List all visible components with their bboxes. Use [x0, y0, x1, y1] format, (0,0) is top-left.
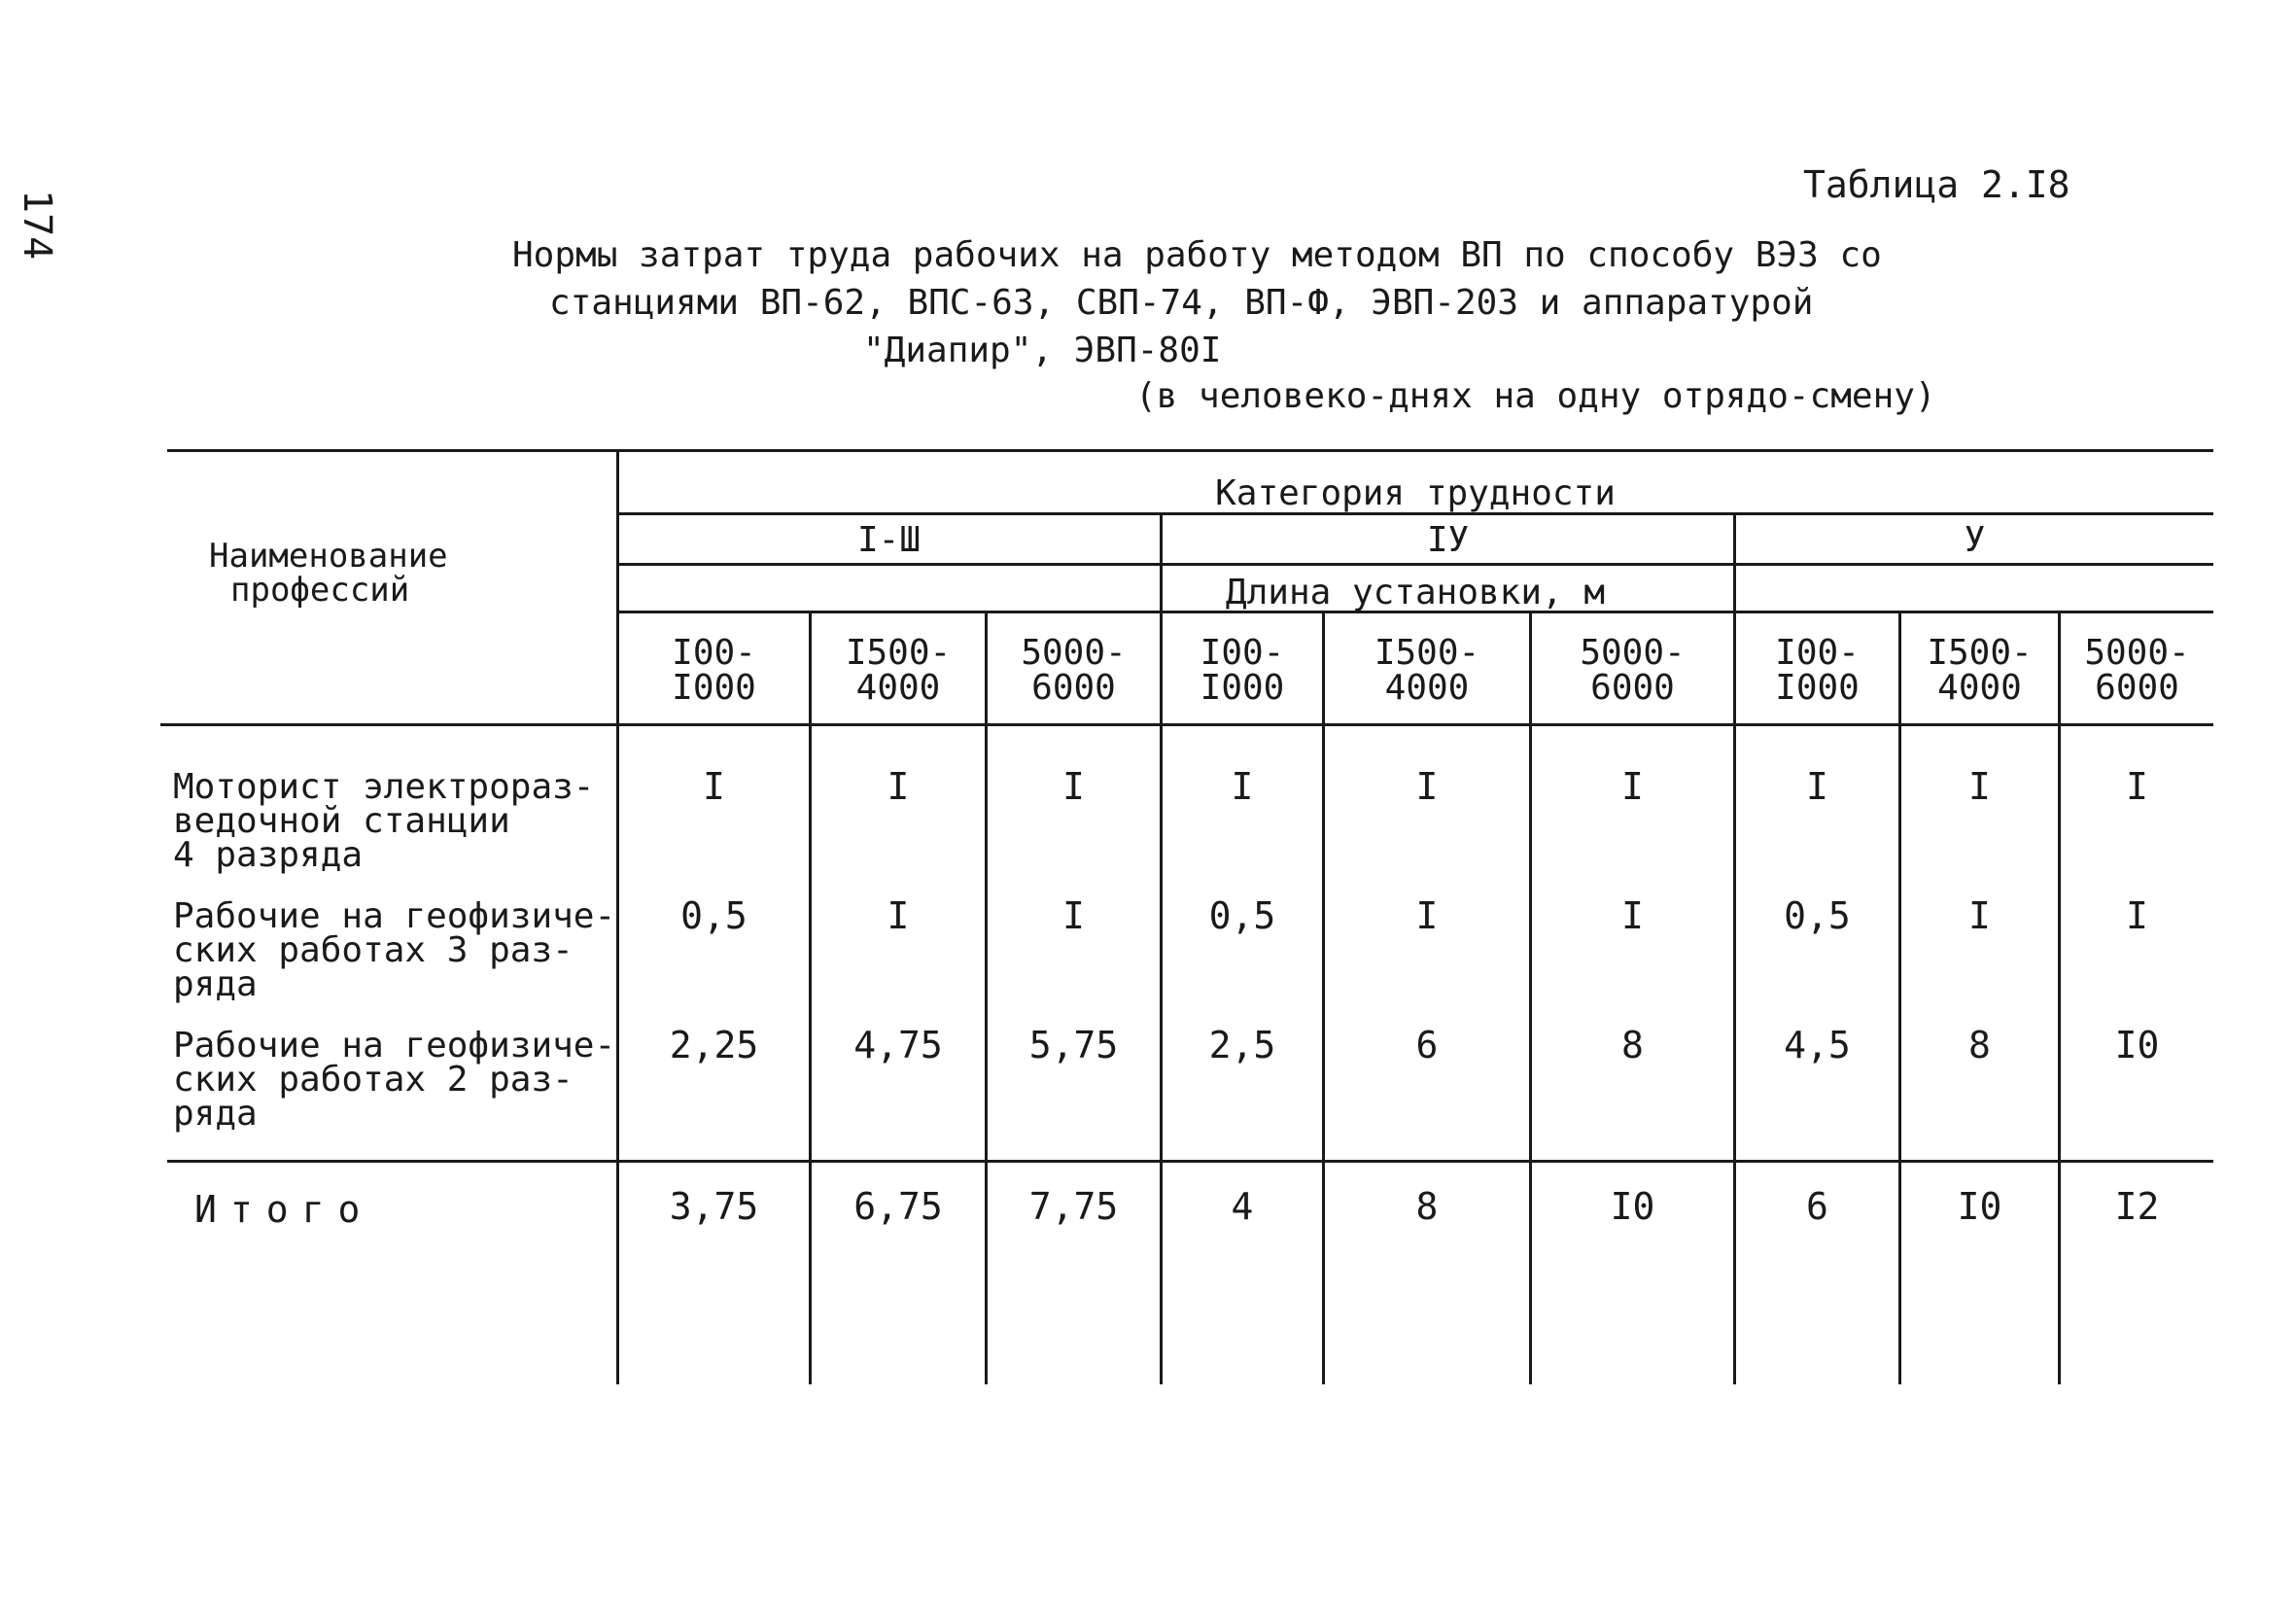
cell: 2,5	[1208, 1024, 1276, 1066]
cell: I	[2126, 894, 2148, 937]
cell: I	[1968, 765, 1991, 808]
rule-header-bottom	[160, 723, 2213, 726]
rule-sub-2	[985, 612, 988, 1384]
cell: 5,75	[1028, 1024, 1119, 1066]
title-line-3: "Диапир", ЭВП-80I	[863, 331, 1222, 370]
category-header: Категория трудности	[1215, 473, 1616, 513]
length-col-2: I500- 4000	[845, 633, 952, 708]
total-cell: I0	[1610, 1185, 1655, 1228]
length-col-6: 5000- 6000	[1580, 633, 1686, 708]
cell: I	[1415, 765, 1439, 808]
length-col-8: I500- 4000	[1927, 633, 2033, 708]
cell: 8	[1968, 1024, 1991, 1066]
rule-prof-col	[616, 451, 619, 1384]
rule-sub-4	[1529, 612, 1532, 1384]
cell: I	[703, 765, 725, 808]
row-label-1: Моторист электрораз-ведочной станции 4 ра…	[173, 767, 595, 875]
total-cell: 8	[1415, 1185, 1439, 1228]
cell: 4,5	[1784, 1024, 1851, 1066]
cell: 2,25	[669, 1024, 759, 1066]
cell: 0,5	[680, 894, 748, 937]
length-col-4: I00- I000	[1200, 633, 1285, 708]
total-cell: 6	[1806, 1185, 1828, 1228]
cell: 6	[1415, 1024, 1439, 1066]
length-col-9: 5000- 6000	[2084, 633, 2190, 708]
rule-sub-3	[1322, 612, 1325, 1384]
length-col-5: I500- 4000	[1374, 633, 1480, 708]
cell: I	[1621, 894, 1644, 937]
cell: I	[1062, 765, 1085, 808]
profession-header-line-1: Наименование	[209, 537, 448, 576]
rule-group-2	[1733, 512, 1736, 1384]
rule-length	[617, 611, 2213, 613]
title-line-1: Нормы затрат труда рабочих на работу мет…	[512, 235, 1882, 275]
cell: 0,5	[1208, 894, 1276, 937]
total-cell: 7,75	[1028, 1185, 1119, 1228]
group-header-3: У	[1964, 520, 1986, 560]
row-label-3: Рабочие на геофизиче-ских работах 2 раз-…	[173, 1026, 616, 1134]
length-col-3: 5000- 6000	[1021, 633, 1127, 708]
rule-sub-5	[1898, 612, 1901, 1384]
rule-sub-6	[2058, 612, 2061, 1384]
cell: 4,75	[853, 1024, 943, 1066]
cell: I	[1621, 765, 1644, 808]
units-note: (в человеко-днях на одну отрядо-смену)	[1135, 376, 1936, 416]
group-header-2: IУ	[1426, 520, 1470, 560]
profession-header: Наименование профессий	[209, 540, 448, 608]
length-header: Длина установки, м	[1225, 573, 1606, 612]
cell: I	[1806, 765, 1828, 808]
rule-total	[167, 1160, 2213, 1163]
total-label: Итого	[194, 1188, 374, 1231]
cell: I	[1968, 894, 1991, 937]
rule-groups	[617, 563, 2213, 566]
title-line-2: станциями ВП-62, ВПС-63, СВП-74, ВП-Ф, Э…	[549, 283, 1814, 323]
cell: I	[887, 894, 910, 937]
cell: 8	[1621, 1024, 1644, 1066]
table-label: Таблица 2.I8	[1803, 163, 2070, 206]
row-label-2: Рабочие на геофизиче-ских работах 3 раз-…	[173, 896, 616, 1004]
cell: I	[887, 765, 910, 808]
total-cell: I0	[1957, 1185, 2002, 1228]
cell: I	[2126, 765, 2148, 808]
total-cell: 4	[1231, 1185, 1254, 1228]
length-col-1: I00- I000	[672, 633, 756, 708]
cell: I0	[2114, 1024, 2160, 1066]
profession-header-line-2: профессий	[230, 571, 410, 610]
total-cell: I2	[2114, 1185, 2160, 1228]
rule-category	[617, 512, 2213, 515]
cell: I	[1415, 894, 1439, 937]
group-header-1: I-Ш	[856, 520, 922, 560]
total-cell: 6,75	[853, 1185, 943, 1228]
cell: I	[1231, 765, 1254, 808]
length-col-7: I00- I000	[1775, 633, 1860, 708]
rule-group-1	[1160, 512, 1163, 1384]
cell: 0,5	[1784, 894, 1851, 937]
rule-top	[167, 449, 2213, 452]
rule-sub-1	[809, 612, 812, 1384]
page-number: 174	[15, 190, 59, 261]
total-cell: 3,75	[669, 1185, 759, 1228]
cell: I	[1062, 894, 1085, 937]
